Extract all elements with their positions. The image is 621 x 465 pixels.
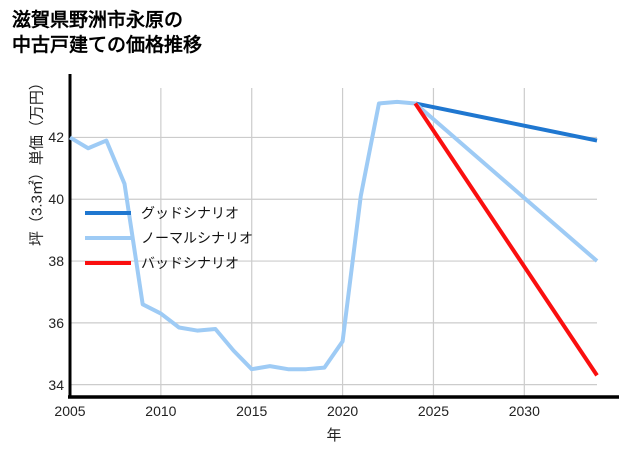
y-tick-label: 38 [48,253,64,270]
legend-color-swatch [85,260,131,265]
x-tick-label: 2015 [236,403,268,419]
x-tick-label: 2025 [417,403,450,419]
legend-item[interactable]: ノーマルシナリオ [85,225,285,250]
data-series [68,99,599,377]
x-axis-label: 年 [326,427,342,444]
series-line [414,101,598,143]
chart-title: 滋賀県野洲市永原の 中古戸建ての価格推移 [12,10,203,57]
legend-item-label: グッドシナリオ [141,204,239,221]
y-tick-label: 36 [48,314,64,331]
x-tick-label: 2030 [508,403,540,419]
legend-item[interactable]: バッドシナリオ [85,250,285,275]
legend-item[interactable]: グッドシナリオ [85,200,285,225]
y-tick-label: 42 [48,129,64,146]
y-tick-label: 34 [48,376,64,393]
y-tick-label: 40 [48,191,64,208]
series-line [413,102,599,377]
axis-lines [68,74,619,399]
chart-legend: グッドシナリオ ノーマルシナリオ バッドシナリオ [85,200,285,275]
legend-color-swatch [85,210,131,215]
x-tick-label: 2005 [54,403,86,419]
legend-color-swatch [85,235,131,240]
legend-item-label: バッドシナリオ [141,254,239,271]
legend-item-label: ノーマルシナリオ [141,229,253,246]
x-tick-label: 2020 [327,403,359,419]
series-line [68,99,599,372]
x-tick-label: 2010 [145,403,177,419]
